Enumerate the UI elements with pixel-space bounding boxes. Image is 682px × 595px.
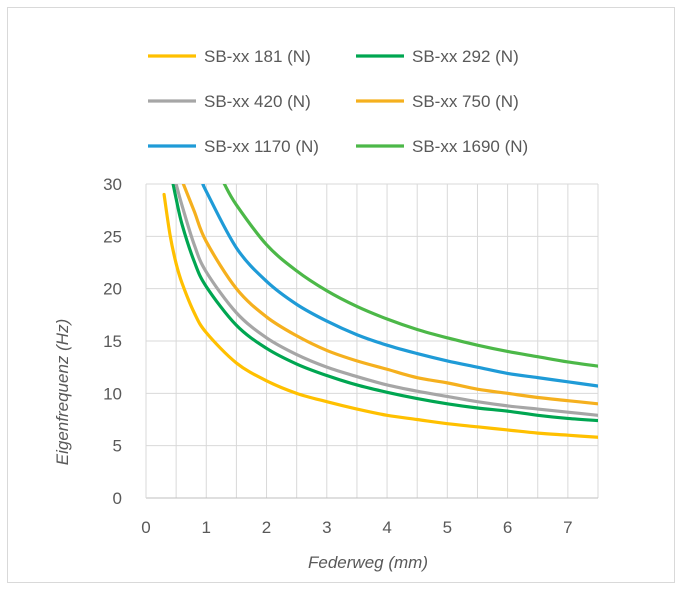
series-line-6 — [222, 184, 598, 368]
y-axis-title: Eigenfrequenz (Hz) — [53, 319, 72, 465]
tick-labels: 0 1 2 3 4 5 6 7 0 5 10 15 20 25 30 — [103, 175, 573, 537]
x-tick-label: 5 — [443, 518, 452, 537]
series-line-5 — [201, 184, 598, 388]
series-line-1 — [162, 192, 598, 439]
x-tick-label: 2 — [262, 518, 271, 537]
legend-item: SB-xx 1690 (N) — [356, 137, 528, 156]
legend-item: SB-xx 420 (N) — [148, 92, 311, 111]
legend: SB-xx 181 (N) SB-xx 292 (N) SB-xx 420 (N) S… — [148, 47, 528, 156]
y-tick-label: 0 — [113, 489, 122, 508]
y-tick-label: 10 — [103, 384, 122, 403]
legend-label: SB-xx 750 (N) — [412, 92, 519, 111]
x-tick-label: 4 — [382, 518, 391, 537]
legend-item: SB-xx 1170 (N) — [148, 137, 319, 156]
legend-label: SB-xx 1170 (N) — [204, 137, 319, 156]
legend-label: SB-xx 1690 (N) — [412, 137, 528, 156]
y-tick-label: 30 — [103, 175, 122, 194]
series-layer — [162, 184, 598, 439]
series-line-4 — [181, 184, 598, 406]
x-tick-label: 1 — [202, 518, 211, 537]
legend-label: SB-xx 420 (N) — [204, 92, 311, 111]
x-tick-label: 0 — [141, 518, 150, 537]
legend-label: SB-xx 181 (N) — [204, 47, 311, 66]
legend-item: SB-xx 181 (N) — [148, 47, 311, 66]
x-tick-label: 7 — [563, 518, 572, 537]
y-tick-label: 15 — [103, 332, 122, 351]
series-line-3 — [174, 184, 598, 417]
axes — [145, 184, 598, 499]
y-tick-label: 20 — [103, 280, 122, 299]
legend-label: SB-xx 292 (N) — [412, 47, 519, 66]
chart-frame — [7, 7, 675, 583]
x-tick-label: 6 — [503, 518, 512, 537]
series-line-2 — [171, 184, 598, 423]
y-tick-label: 25 — [103, 227, 122, 246]
x-tick-label: 3 — [322, 518, 331, 537]
x-axis-title: Federweg (mm) — [308, 553, 428, 572]
legend-item: SB-xx 292 (N) — [356, 47, 519, 66]
legend-item: SB-xx 750 (N) — [356, 92, 519, 111]
y-tick-label: 5 — [113, 437, 122, 456]
